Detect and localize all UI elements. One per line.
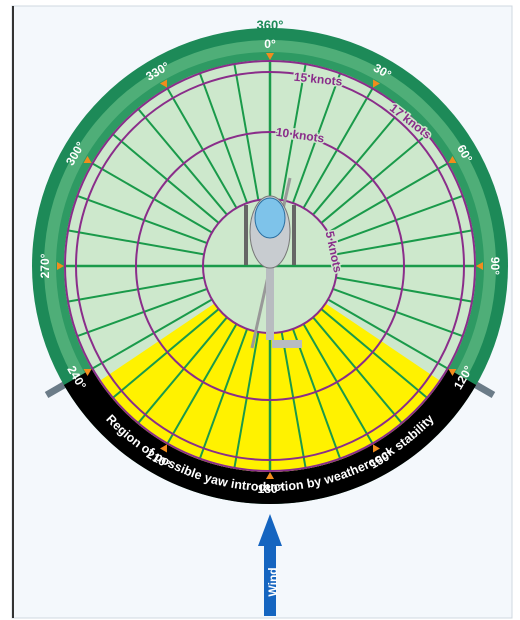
orange-tick [448,369,457,376]
radial-line [76,287,208,338]
helicopter [244,177,302,349]
radial-line [335,276,474,303]
knot-label: 15 knots [293,70,343,89]
orange-tick [160,79,167,88]
tail-fin [272,340,302,348]
wind-arrow: Wind [258,514,282,616]
radial-line [198,72,249,204]
radial-line [91,162,213,234]
radial-line [280,331,307,470]
radial-line [291,72,342,204]
radial-line [136,316,228,425]
radial-line [327,298,449,370]
skid [292,205,296,265]
radial-line [91,298,213,370]
radial-line [66,229,205,256]
radial-line [302,323,374,445]
orange-tick [448,156,457,163]
orange-tick [57,262,64,270]
radial-line [76,194,208,245]
orange-tick [476,262,483,270]
radial-line [332,194,464,245]
radial-line [327,162,449,234]
orange-tick [266,53,274,60]
skid [244,205,248,265]
radial-line [320,308,429,400]
radial-line [111,132,220,224]
degree-label: 90° [488,257,502,275]
radial-line [312,107,404,216]
knot-circle [75,71,465,461]
orange-tick [83,369,92,376]
radial-line [291,328,342,460]
orange-tick [373,444,380,453]
knot-circle [135,131,405,401]
radial-line [66,276,205,303]
canopy [254,197,286,239]
orange-tick [373,79,380,88]
wind-label: Wind [266,567,280,596]
radial-line [111,308,220,400]
radial-line [136,107,228,216]
tail-boom [266,250,274,340]
degree-label: 180° [258,482,283,496]
radial-line [335,229,474,256]
radial-line [233,331,260,470]
region-band [63,369,477,504]
radial-line [332,287,464,338]
orange-tick [266,472,274,479]
orange-tick [160,444,167,453]
radial-line [233,62,260,201]
degree-label: 270° [38,253,52,278]
degree-label: 0° [264,37,276,51]
radial-line [302,87,374,209]
dial: 0°30°60°90°120°150°180°210°240°270°300°3… [32,28,508,504]
knot-circle [64,60,476,472]
radial-line [320,132,429,224]
radial-line [198,328,249,460]
radial-line [280,62,307,201]
radial-line [312,316,404,425]
radial-line [166,323,238,445]
panel-edge [12,6,14,618]
radial-line [166,87,238,209]
top-label: 360° [257,17,284,32]
orange-tick [83,156,92,163]
